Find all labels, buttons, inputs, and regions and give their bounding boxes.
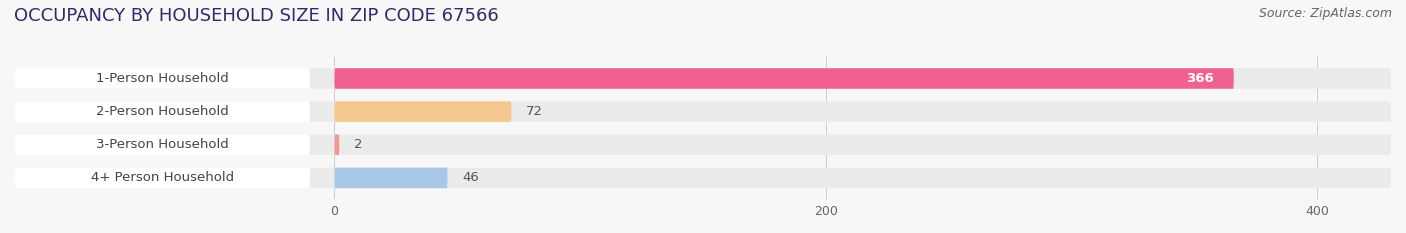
FancyBboxPatch shape [15,168,309,188]
Text: OCCUPANCY BY HOUSEHOLD SIZE IN ZIP CODE 67566: OCCUPANCY BY HOUSEHOLD SIZE IN ZIP CODE … [14,7,499,25]
FancyBboxPatch shape [15,101,309,122]
FancyBboxPatch shape [335,168,447,188]
FancyBboxPatch shape [15,68,1391,89]
Text: 2: 2 [354,138,363,151]
FancyBboxPatch shape [335,68,1233,89]
Text: 3-Person Household: 3-Person Household [96,138,229,151]
Text: Source: ZipAtlas.com: Source: ZipAtlas.com [1258,7,1392,20]
FancyBboxPatch shape [15,101,1391,122]
FancyBboxPatch shape [335,134,339,155]
Text: 2-Person Household: 2-Person Household [96,105,229,118]
Text: 366: 366 [1187,72,1215,85]
Text: 72: 72 [526,105,543,118]
FancyBboxPatch shape [15,134,1391,155]
Text: 4+ Person Household: 4+ Person Household [91,171,233,184]
FancyBboxPatch shape [15,134,309,155]
FancyBboxPatch shape [15,68,309,89]
FancyBboxPatch shape [335,101,512,122]
Text: 46: 46 [463,171,479,184]
Text: 1-Person Household: 1-Person Household [96,72,229,85]
FancyBboxPatch shape [15,168,1391,188]
